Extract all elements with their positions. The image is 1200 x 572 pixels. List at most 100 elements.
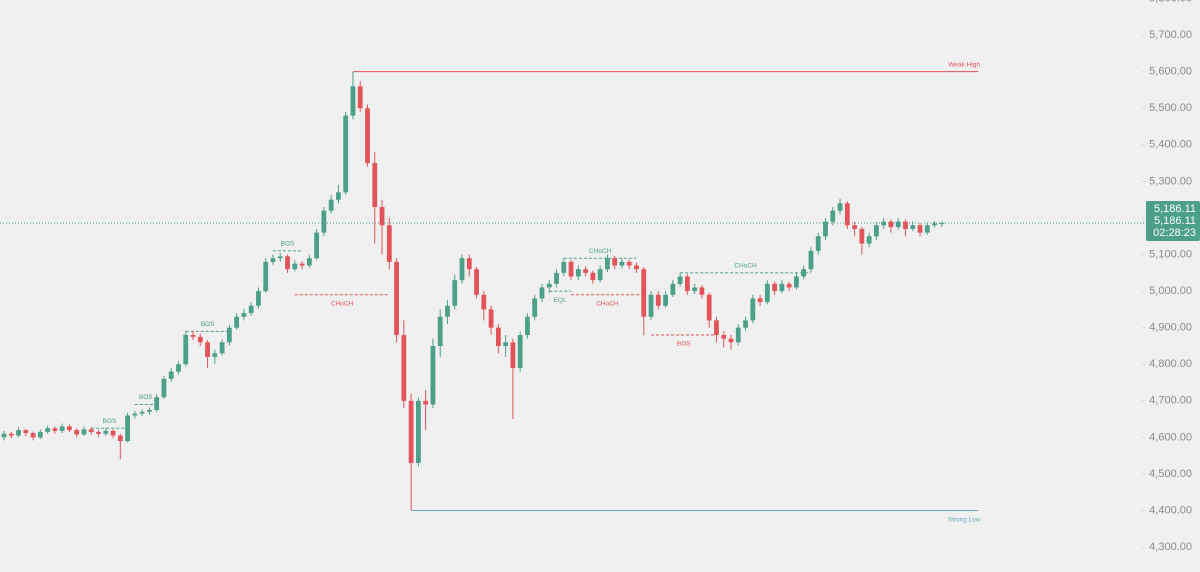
candle-body xyxy=(45,428,51,432)
candle-body xyxy=(197,336,203,343)
candle-body xyxy=(357,86,363,109)
candle-body xyxy=(263,261,269,292)
candle-body xyxy=(728,338,734,343)
candle-body xyxy=(488,309,494,328)
candle-body xyxy=(714,320,719,336)
candles xyxy=(1,71,945,511)
candle-body xyxy=(401,335,407,401)
candle-body xyxy=(168,371,174,379)
candle-body xyxy=(292,263,298,270)
annotation-label: BOS xyxy=(677,341,691,348)
candle-body xyxy=(52,428,58,431)
candle-body xyxy=(634,265,639,270)
y-tick-label: 4,900.00 xyxy=(1149,322,1192,334)
y-tick-label: 4,400.00 xyxy=(1149,504,1192,516)
candle-body xyxy=(30,433,36,438)
candle-body xyxy=(117,435,123,442)
y-tick-label: 5,800.00 xyxy=(1149,0,1192,4)
candle-body xyxy=(641,269,647,317)
candle-body xyxy=(176,364,181,372)
candle-body xyxy=(394,261,399,336)
candle-body xyxy=(423,400,429,405)
candle-body xyxy=(125,415,130,442)
candle-body xyxy=(16,430,21,436)
y-tick-label: 5,600.00 xyxy=(1149,66,1192,78)
candle-body xyxy=(256,291,261,306)
candle-body xyxy=(336,192,341,200)
candle-body xyxy=(147,409,152,412)
candle-body xyxy=(212,353,218,357)
annotation-label: BOS xyxy=(201,321,215,328)
candle-body xyxy=(866,236,872,244)
candle-body xyxy=(554,272,559,284)
candle-body xyxy=(459,258,465,281)
candle-body xyxy=(881,221,887,226)
annotation-label: CHoCH xyxy=(596,300,619,307)
candle-body xyxy=(445,305,450,317)
candle-body xyxy=(183,335,189,365)
candle-body xyxy=(539,287,545,299)
candle-body xyxy=(219,342,225,354)
y-tick-label: 5,100.00 xyxy=(1149,248,1192,260)
candle-body xyxy=(474,269,479,295)
candle-body xyxy=(277,256,283,259)
candle-body xyxy=(190,335,196,337)
candle-body xyxy=(874,225,879,237)
candle-body xyxy=(917,225,923,233)
candle-body xyxy=(583,269,588,273)
candle-body xyxy=(321,210,327,233)
candle-body xyxy=(764,283,770,303)
candle-body xyxy=(139,411,145,414)
candle-body xyxy=(743,320,748,328)
y-tick-label: 4,500.00 xyxy=(1149,468,1192,480)
candle-body xyxy=(910,225,916,229)
candle-body xyxy=(895,221,901,228)
candle-body xyxy=(110,430,116,436)
badge-background xyxy=(1146,201,1200,241)
y-tick-label: 4,600.00 xyxy=(1149,431,1192,443)
candle-body xyxy=(735,327,741,343)
candle-body xyxy=(96,431,101,434)
annotation-label: EQL xyxy=(554,297,567,304)
candle-body xyxy=(932,223,937,226)
candle-body xyxy=(241,313,247,317)
candle-body xyxy=(561,261,567,273)
candle-body xyxy=(510,342,516,368)
annotation-label: Strong Low xyxy=(948,516,981,523)
candle-body xyxy=(808,250,814,270)
y-tick-label: 5,000.00 xyxy=(1149,285,1192,297)
candle-body xyxy=(452,280,458,306)
candle-body xyxy=(306,258,312,266)
candle-body xyxy=(830,210,836,222)
candle-body xyxy=(205,342,210,357)
candle-body xyxy=(88,429,94,432)
candle-body xyxy=(372,163,378,208)
candle-body xyxy=(823,221,828,237)
candle-body xyxy=(786,283,792,288)
candle-body xyxy=(546,283,552,288)
candle-body xyxy=(81,429,87,435)
candle-body xyxy=(706,294,712,321)
y-tick-label: 4,700.00 xyxy=(1149,395,1192,407)
candle-body xyxy=(568,261,574,277)
candle-body xyxy=(234,316,240,328)
candle-body xyxy=(1,433,7,438)
candle-body xyxy=(430,345,436,405)
last-price-label: 5,186.11 xyxy=(1154,215,1196,227)
candle-body xyxy=(888,221,894,228)
annotations: BOS BOS BOS BOS CHoCH Weak High Strong Low EQL C… xyxy=(0,61,1146,523)
candle-body xyxy=(721,335,727,339)
candle-body xyxy=(794,276,799,288)
candle-body xyxy=(655,294,661,306)
candle-body xyxy=(939,223,945,225)
y-tick-label: 5,300.00 xyxy=(1149,175,1192,187)
y-tick-label: 4,800.00 xyxy=(1149,358,1192,370)
candle-body xyxy=(132,413,138,416)
candle-body xyxy=(597,269,603,281)
candle-body xyxy=(466,258,472,270)
candle-body xyxy=(815,236,821,251)
candle-body xyxy=(103,430,109,434)
candle-body xyxy=(750,298,756,321)
